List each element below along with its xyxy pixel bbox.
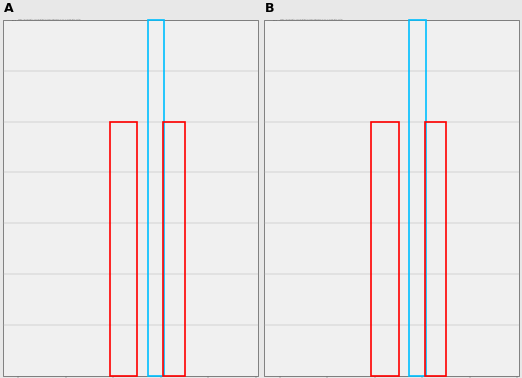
Text: Vend/ A Wavelength=350 nm [DAD-1A] [+4340 nm] 15:54 cx-14  15.11 nm mAU sert.d]: Vend/ A Wavelength=350 nm [DAD-1A] [+434… (18, 120, 80, 122)
Text: Vend/ A Wavelength=350 nm [DAD-1A] [+4340 nm] 15:54 cx-14  15.11 nm mAU sert.d]: Vend/ A Wavelength=350 nm [DAD-1A] [+434… (280, 222, 342, 223)
Text: Main peak: Main peak (419, 31, 501, 40)
Text: 30 kGy: 30 kGy (282, 128, 309, 136)
Text: 0 kGy: 0 kGy (21, 26, 43, 35)
Text: 50 kGy: 50 kGy (282, 178, 309, 187)
Text: Vend/ A Wavelength=350 nm [DAD-1A] [+4340 nm] 15:54 cx-14  15.11 nm mAU sert.d]: Vend/ A Wavelength=350 nm [DAD-1A] [+434… (18, 171, 80, 173)
Text: 0 kGy: 0 kGy (282, 26, 304, 35)
Text: 15 kGy: 15 kGy (21, 77, 48, 86)
Text: 150 kGy: 150 kGy (282, 331, 314, 340)
Text: Vend/ A Wavelength=350 nm [DAD-1A] [+4340 nm] 15:54 cx-14  15.11 nm mAU sert.d]: Vend/ A Wavelength=350 nm [DAD-1A] [+434… (280, 324, 342, 325)
Text: 50 kGy: 50 kGy (21, 178, 48, 187)
Text: Vend/ A Wavelength=350 nm [DAD-1A] [+4340 nm] 15:54 cx-14  15.11 nm mAU sert.d]: Vend/ A Wavelength=350 nm [DAD-1A] [+434… (280, 171, 342, 173)
Text: Vend/ A Wavelength=350 nm [DAD-1A] [+4340 nm] 15:54 cx-14  15.11 nm mAU sert.d]: Vend/ A Wavelength=350 nm [DAD-1A] [+434… (280, 120, 342, 122)
Text: 100 kGy: 100 kGy (21, 280, 52, 290)
Text: Vend/ A Wavelength=350 nm [DAD-1A] [+4340 nm] 15:54 cx-14  15.11 nm mAU sert.d]: Vend/ A Wavelength=350 nm [DAD-1A] [+434… (18, 222, 80, 223)
Text: 100 kGy: 100 kGy (282, 280, 314, 290)
Text: Vend/ A Wavelength=350 nm [DAD-1A] [+4340 nm] 15:54 cx-14  15.11 nm mAU sert.d]: Vend/ A Wavelength=350 nm [DAD-1A] [+434… (18, 69, 80, 71)
Text: 70 kGy: 70 kGy (282, 229, 309, 239)
Text: 15 kGy: 15 kGy (282, 77, 309, 86)
Text: Radiolytic peak: Radiolytic peak (434, 125, 505, 144)
Text: Vend/ A Wavelength=350 nm [DAD-1A] [+4340 nm] 15:54 cx-14  15.11 nm mAU sert.d]: Vend/ A Wavelength=350 nm [DAD-1A] [+434… (280, 18, 342, 20)
Text: Vend/ A Wavelength=350 nm [DAD-1A] [+4340 nm] 15:54 cx-14  15.11 nm mAU sert.d]: Vend/ A Wavelength=350 nm [DAD-1A] [+434… (18, 18, 80, 20)
Text: Vend/ A Wavelength=350 nm [DAD-1A] [+4340 nm] 15:54 cx-14  15.11 nm mAU sert.d]: Vend/ A Wavelength=350 nm [DAD-1A] [+434… (18, 273, 80, 274)
Text: A: A (4, 2, 13, 15)
Text: Main peak: Main peak (158, 31, 240, 40)
Text: B: B (265, 2, 275, 15)
Text: 70 kGy: 70 kGy (21, 229, 48, 239)
Text: Vend/ A Wavelength=350 nm [DAD-1A] [+4340 nm] 15:54 cx-14  15.11 nm mAU sert.d]: Vend/ A Wavelength=350 nm [DAD-1A] [+434… (18, 324, 80, 325)
Text: 150 kGy: 150 kGy (21, 331, 52, 340)
Text: Vend/ A Wavelength=350 nm [DAD-1A] [+4340 nm] 15:54 cx-14  15.11 nm mAU sert.d]: Vend/ A Wavelength=350 nm [DAD-1A] [+434… (280, 273, 342, 274)
Text: Vend/ A Wavelength=350 nm [DAD-1A] [+4340 nm] 15:54 cx-14  15.11 nm mAU sert.d]: Vend/ A Wavelength=350 nm [DAD-1A] [+434… (280, 69, 342, 71)
Text: 30 kGy: 30 kGy (21, 128, 48, 136)
